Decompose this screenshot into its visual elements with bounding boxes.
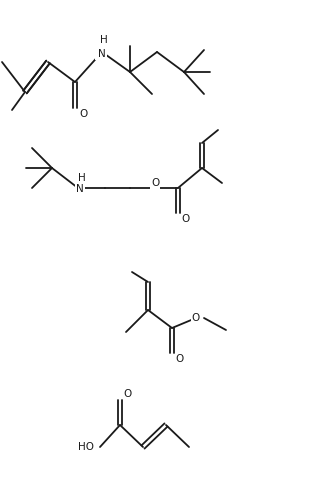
Text: H: H [100, 35, 108, 45]
Text: O: O [79, 109, 87, 119]
Text: O: O [182, 214, 190, 224]
Text: N: N [76, 184, 84, 194]
Text: N: N [96, 49, 104, 59]
Text: H: H [78, 173, 86, 183]
Text: H: H [98, 37, 106, 47]
Text: HO: HO [78, 442, 94, 452]
Text: O: O [151, 178, 159, 188]
Text: O: O [192, 313, 200, 323]
Text: O: O [176, 354, 184, 364]
Text: N: N [98, 49, 106, 59]
Text: O: O [124, 389, 132, 399]
